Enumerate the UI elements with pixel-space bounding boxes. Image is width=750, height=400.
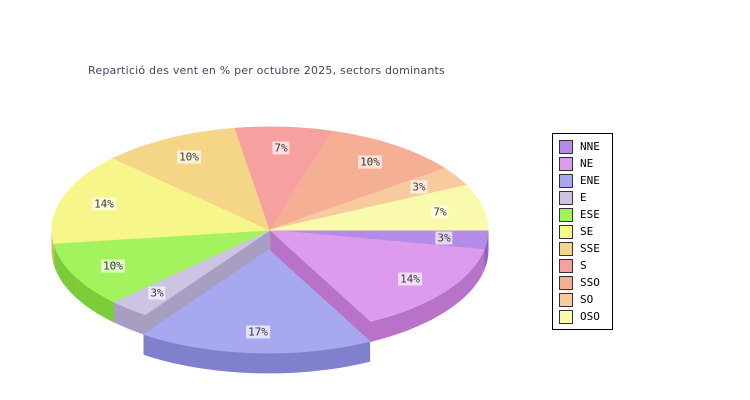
legend-label: SE	[580, 225, 594, 238]
legend-swatch-ENE	[559, 173, 573, 188]
legend-swatch-SE	[559, 224, 573, 239]
legend-swatch-SO	[559, 292, 573, 307]
legend-item-ENE: ENE	[559, 172, 612, 189]
legend-label: E	[580, 191, 587, 204]
legend-swatch-SSO	[559, 275, 573, 290]
legend-label: NNE	[580, 140, 600, 153]
legend-label: S	[580, 259, 587, 272]
legend-item-ESE: ESE	[559, 206, 612, 223]
legend-item-SSE: SSE	[559, 240, 612, 257]
legend-item-NE: NE	[559, 155, 612, 172]
pie-slice-NE	[268, 229, 485, 322]
legend-label: OSO	[580, 310, 600, 323]
legend: NNE NE ENE E ESE SE SSE S SSO SO OSO	[552, 133, 613, 330]
legend-item-OSO: OSO	[559, 308, 612, 325]
pie-slice-SSO	[268, 130, 446, 231]
legend-label: ESE	[580, 208, 600, 221]
legend-label: SO	[580, 293, 594, 306]
legend-swatch-NNE	[559, 139, 573, 154]
pie-slice-ENE	[142, 249, 371, 354]
legend-swatch-E	[559, 190, 573, 205]
pie-slice-ESE	[53, 229, 271, 303]
pie-slice-S	[234, 126, 333, 232]
pie-slice-SSE	[112, 127, 271, 231]
legend-item-SO: SO	[559, 291, 612, 308]
legend-label: ENE	[580, 174, 600, 187]
legend-label: SSO	[580, 276, 600, 289]
pie-slice-SE	[51, 157, 271, 244]
pie-slice-OSO	[269, 184, 489, 231]
legend-item-SSO: SSO	[559, 274, 612, 291]
legend-swatch-OSO	[559, 309, 573, 324]
legend-item-NNE: NNE	[559, 138, 612, 155]
legend-item-S: S	[559, 257, 612, 274]
legend-label: SSE	[580, 242, 600, 255]
legend-swatch-SSE	[559, 241, 573, 256]
legend-swatch-NE	[559, 156, 573, 171]
legend-swatch-ESE	[559, 207, 573, 222]
legend-label: NE	[580, 157, 594, 170]
legend-swatch-S	[559, 258, 573, 273]
chart-title: Repartició des vent en % per octubre 202…	[88, 64, 445, 77]
legend-item-SE: SE	[559, 223, 612, 240]
legend-item-E: E	[559, 189, 612, 206]
